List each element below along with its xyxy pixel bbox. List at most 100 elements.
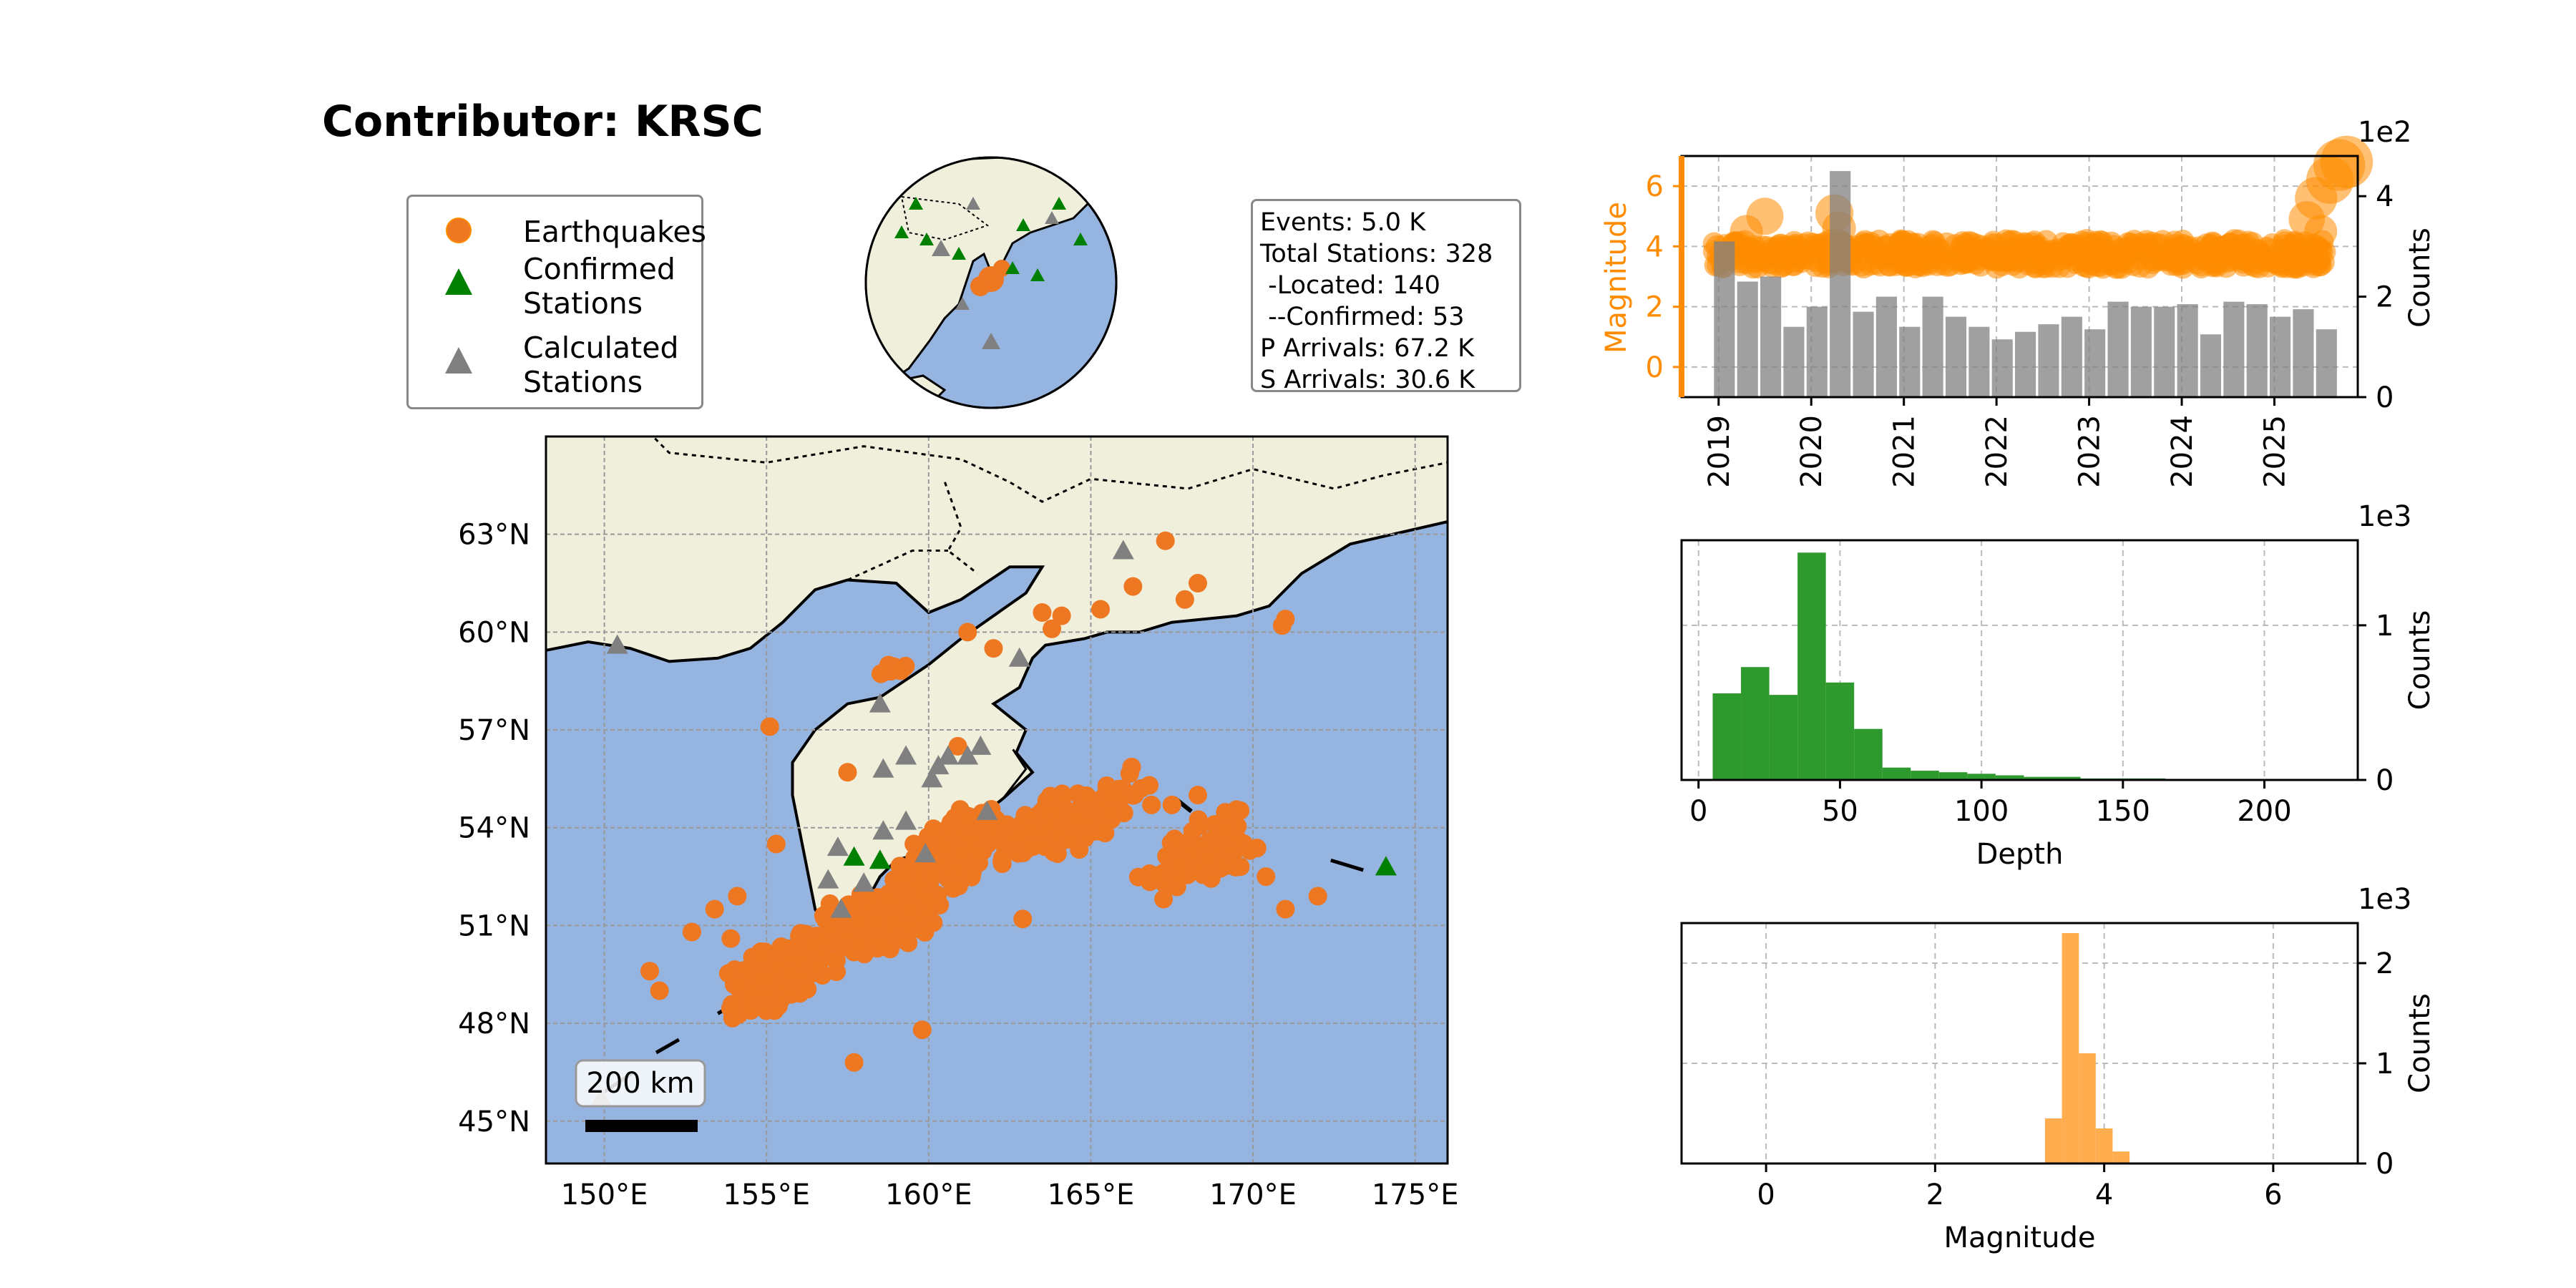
- map-lat-label: 48°N: [458, 1008, 530, 1040]
- earthquake-point: [1050, 805, 1069, 824]
- legend-label-confirmed-2: Stations: [523, 286, 643, 321]
- calculated-station-marker: [957, 745, 979, 765]
- earthquake-point: [1120, 764, 1139, 784]
- earthquake-point: [826, 951, 846, 970]
- confirmed-station-marker: [1375, 856, 1397, 876]
- earthquake-point: [870, 935, 889, 954]
- mag-hist-x-tick-label: 6: [2264, 1179, 2282, 1211]
- page-title: Contributor: KRSC: [322, 97, 763, 147]
- earthquake-point: [1154, 889, 1174, 909]
- scale-bar: [585, 1120, 698, 1132]
- earthquake-marker-icon: [446, 218, 472, 243]
- earthquake-point: [753, 948, 772, 967]
- earthquake-point: [1189, 574, 1208, 593]
- earthquake-point: [915, 889, 935, 909]
- earthquake-point: [1175, 590, 1194, 609]
- earthquake-point: [1091, 600, 1111, 619]
- mag-hist-x-tick-label: 0: [1757, 1179, 1775, 1211]
- earthquake-point: [944, 879, 963, 898]
- calculated-station-marker: [937, 745, 960, 765]
- earthquake-point: [820, 894, 839, 913]
- map-lon-label: 175°E: [1372, 1179, 1459, 1211]
- calculated-station-icon: [445, 347, 472, 374]
- earthquake-point: [895, 863, 914, 882]
- map-frame: [545, 435, 1449, 1165]
- mag-hist-bar: [2044, 1118, 2062, 1163]
- earthquake-point: [1064, 807, 1083, 826]
- earthquake-point: [934, 836, 953, 856]
- map-geography: [546, 436, 1448, 1163]
- earthquake-point: [1272, 616, 1292, 635]
- legend-label-earthquakes: Earthquakes: [523, 215, 706, 249]
- calculated-station-marker: [872, 820, 894, 840]
- earthquake-point: [844, 1053, 864, 1072]
- earthquake-point: [924, 819, 943, 839]
- calculated-station-marker: [927, 755, 950, 775]
- earthquake-point: [1216, 819, 1236, 839]
- earthquake-point: [779, 961, 799, 980]
- map-lat-label: 63°N: [458, 519, 530, 552]
- map-lat-label: 57°N: [458, 714, 530, 747]
- earthquake-point: [802, 933, 821, 952]
- earthquake-point: [1100, 804, 1119, 824]
- scale-bar-label: 200 km: [586, 1067, 694, 1100]
- map-lon-label: 155°E: [723, 1179, 810, 1211]
- earthquake-point: [755, 968, 774, 987]
- map-lat-label: 51°N: [458, 909, 530, 942]
- calculated-station-marker: [976, 800, 998, 820]
- earthquake-point: [1147, 866, 1166, 885]
- earthquake-point: [958, 808, 977, 827]
- stat-s-arrivals: S Arrivals: 30.6 K: [1260, 366, 1475, 394]
- earthquake-point: [1052, 606, 1071, 625]
- earthquake-point: [951, 844, 970, 863]
- stat-p-arrivals: P Arrivals: 67.2 K: [1260, 334, 1475, 363]
- mag-hist-x-tick-label: 4: [2095, 1179, 2113, 1211]
- earthquake-point: [1060, 829, 1080, 849]
- earthquake-point: [1104, 787, 1123, 806]
- earthquake-point: [1240, 841, 1259, 860]
- stat-events: Events: 5.0 K: [1260, 208, 1426, 237]
- calculated-station-marker: [872, 758, 894, 778]
- earthquake-point: [838, 763, 857, 782]
- earthquake-point: [1308, 887, 1327, 906]
- earthquake-point: [798, 980, 817, 999]
- earthquake-point: [682, 922, 701, 942]
- calculated-station-marker: [830, 898, 852, 918]
- mag-hist-bar: [2112, 1151, 2130, 1163]
- mag-hist-x-tick-label: 2: [1926, 1179, 1944, 1211]
- map-lon-label: 170°E: [1209, 1179, 1297, 1211]
- earthquake-point: [1140, 776, 1159, 795]
- mag-hist-y-tick-label: 2: [2376, 947, 2394, 980]
- earthquake-point: [1033, 603, 1052, 623]
- calculated-station-marker: [895, 745, 917, 765]
- earthquake-point: [891, 661, 910, 680]
- calculated-station-marker: [853, 872, 875, 892]
- scale-bar-box: [575, 1059, 706, 1108]
- earthquake-point: [806, 957, 825, 977]
- earthquake-point: [992, 852, 1012, 871]
- earthquake-point: [1075, 828, 1095, 847]
- confirmed-station-marker: [843, 846, 865, 866]
- earthquake-point: [1171, 854, 1191, 874]
- stat-located: -Located: 140: [1260, 271, 1440, 300]
- mag-hist-y-tick-label: 0: [2376, 1148, 2394, 1181]
- map-lat-label: 45°N: [458, 1106, 530, 1138]
- earthquake-point: [904, 834, 924, 854]
- map-lat-label: 54°N: [458, 812, 530, 845]
- earthquake-point: [1142, 795, 1161, 814]
- earthquake-point: [1096, 824, 1115, 843]
- earthquake-point: [866, 913, 885, 932]
- confirmed-station-marker: [869, 849, 891, 869]
- earthquake-point: [705, 899, 724, 919]
- earthquake-point: [1123, 577, 1143, 596]
- earthquake-point: [1077, 786, 1096, 806]
- earthquake-point: [1156, 531, 1175, 550]
- earthquake-point: [1216, 803, 1235, 822]
- earthquake-point: [721, 929, 741, 948]
- calculated-station-marker: [1112, 540, 1134, 560]
- earthquake-point: [1190, 816, 1209, 835]
- earthquake-point: [958, 623, 977, 642]
- calculated-station-marker: [895, 810, 917, 830]
- legend-label-calculated-1: Calculated: [523, 331, 679, 365]
